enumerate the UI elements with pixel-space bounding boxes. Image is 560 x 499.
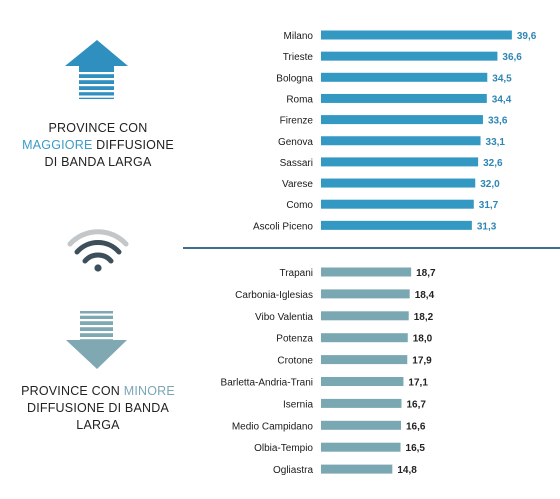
top-caption-line1: PROVINCE CON — [48, 121, 148, 135]
top-bar — [321, 136, 481, 146]
bottom-category-label: Isernia — [283, 399, 313, 410]
top-category-label: Roma — [286, 94, 313, 105]
bottom-bar — [321, 355, 408, 365]
bottom-bar — [321, 377, 404, 386]
top-category-label: Varese — [282, 179, 313, 190]
bottom-bar — [321, 420, 402, 430]
bottom-value-label: 14,8 — [397, 465, 417, 476]
bottom-provinces-chart: Trapani 18,7 Carbonia-Iglesias 18,4 Vibo Val… — [221, 267, 436, 476]
bottom-caption-line1: PROVINCE CON MINORE — [10, 383, 186, 400]
bottom-category-label: Barletta-Andria-Trani — [221, 378, 313, 389]
top-value-label: 32,6 — [483, 158, 503, 169]
wifi-icon — [67, 229, 129, 272]
bottom-value-label: 18,4 — [415, 290, 435, 301]
top-value-label: 36,6 — [502, 52, 522, 63]
top-bar — [321, 220, 472, 230]
bottom-category-label: Crotone — [277, 356, 313, 367]
bottom-caption-line3: LARGA — [76, 418, 120, 432]
section-divider — [183, 247, 560, 249]
bottom-bar — [321, 398, 402, 408]
bottom-caption-line2: DIFFUSIONE DI BANDA — [26, 401, 169, 415]
top-bar — [321, 72, 488, 82]
bottom-bar — [321, 442, 401, 452]
top-category-label: Milano — [284, 31, 314, 42]
top-bar — [321, 115, 483, 125]
top-value-label: 34,5 — [492, 73, 512, 84]
top-value-label: 32,0 — [480, 179, 500, 190]
bottom-bar — [321, 311, 409, 321]
top-category-label: Ascoli Piceno — [253, 221, 313, 232]
bottom-bar — [321, 333, 408, 343]
arrow-down-icon — [66, 311, 127, 369]
top-caption-line3: DI BANDA LARGA — [44, 155, 152, 169]
top-value-label: 33,1 — [486, 137, 506, 148]
bottom-panel-caption: PROVINCE CON MINORE DIFFUSIONE DI BANDA … — [10, 383, 186, 434]
top-bar — [321, 93, 487, 103]
bottom-category-label: Medio Campidano — [232, 421, 314, 432]
top-category-label: Trieste — [283, 52, 314, 63]
bottom-value-label: 17,9 — [412, 356, 432, 367]
bottom-caption-line1-prefix: PROVINCE CON — [21, 384, 124, 398]
top-bar — [321, 199, 474, 209]
bottom-caption-accent: MINORE — [123, 384, 175, 398]
top-value-label: 39,6 — [517, 31, 537, 42]
top-bar — [321, 178, 476, 188]
bottom-value-label: 17,1 — [408, 378, 428, 389]
bottom-category-label: Vibo Valentia — [255, 312, 313, 323]
top-caption-accent: MAGGIORE — [22, 138, 93, 152]
bottom-bar — [321, 464, 393, 474]
top-category-label: Bologna — [276, 73, 313, 84]
bottom-value-label: 16,5 — [406, 443, 426, 454]
top-category-label: Genova — [278, 137, 313, 148]
top-value-label: 31,3 — [477, 221, 497, 232]
bottom-bar — [321, 289, 410, 299]
top-category-label: Como — [286, 200, 313, 211]
left-icons — [65, 40, 129, 369]
top-provinces-chart: Milano 39,6 Trieste 36,6 Bologna 34,5 Roma 34,4… — [253, 30, 537, 232]
bottom-category-label: Carbonia-Iglesias — [235, 290, 313, 301]
arrow-up-icon — [65, 40, 128, 99]
top-category-label: Firenze — [280, 116, 314, 127]
bottom-category-label: Trapani — [279, 268, 313, 279]
top-caption-line2-rest: DIFFUSIONE — [92, 138, 174, 152]
bottom-value-label: 16,7 — [406, 399, 426, 410]
top-caption-line2: MAGGIORE DIFFUSIONE — [10, 137, 186, 154]
bottom-value-label: 16,6 — [406, 421, 426, 432]
bottom-category-label: Olbia-Tempio — [254, 443, 313, 454]
top-bar — [321, 157, 479, 167]
top-panel-caption: PROVINCE CON MAGGIORE DIFFUSIONE DI BAND… — [10, 120, 186, 171]
top-bar — [321, 51, 498, 61]
top-bar — [321, 30, 512, 40]
bottom-value-label: 18,2 — [414, 312, 434, 323]
bottom-value-label: 18,0 — [413, 334, 433, 345]
top-category-label: Sassari — [280, 158, 313, 169]
bottom-bar — [321, 267, 412, 277]
bottom-category-label: Potenza — [276, 334, 313, 345]
top-value-label: 34,4 — [492, 94, 512, 105]
bottom-category-label: Ogliastra — [273, 465, 313, 476]
top-value-label: 33,6 — [488, 116, 508, 127]
bottom-value-label: 18,7 — [416, 268, 436, 279]
top-value-label: 31,7 — [479, 200, 499, 211]
